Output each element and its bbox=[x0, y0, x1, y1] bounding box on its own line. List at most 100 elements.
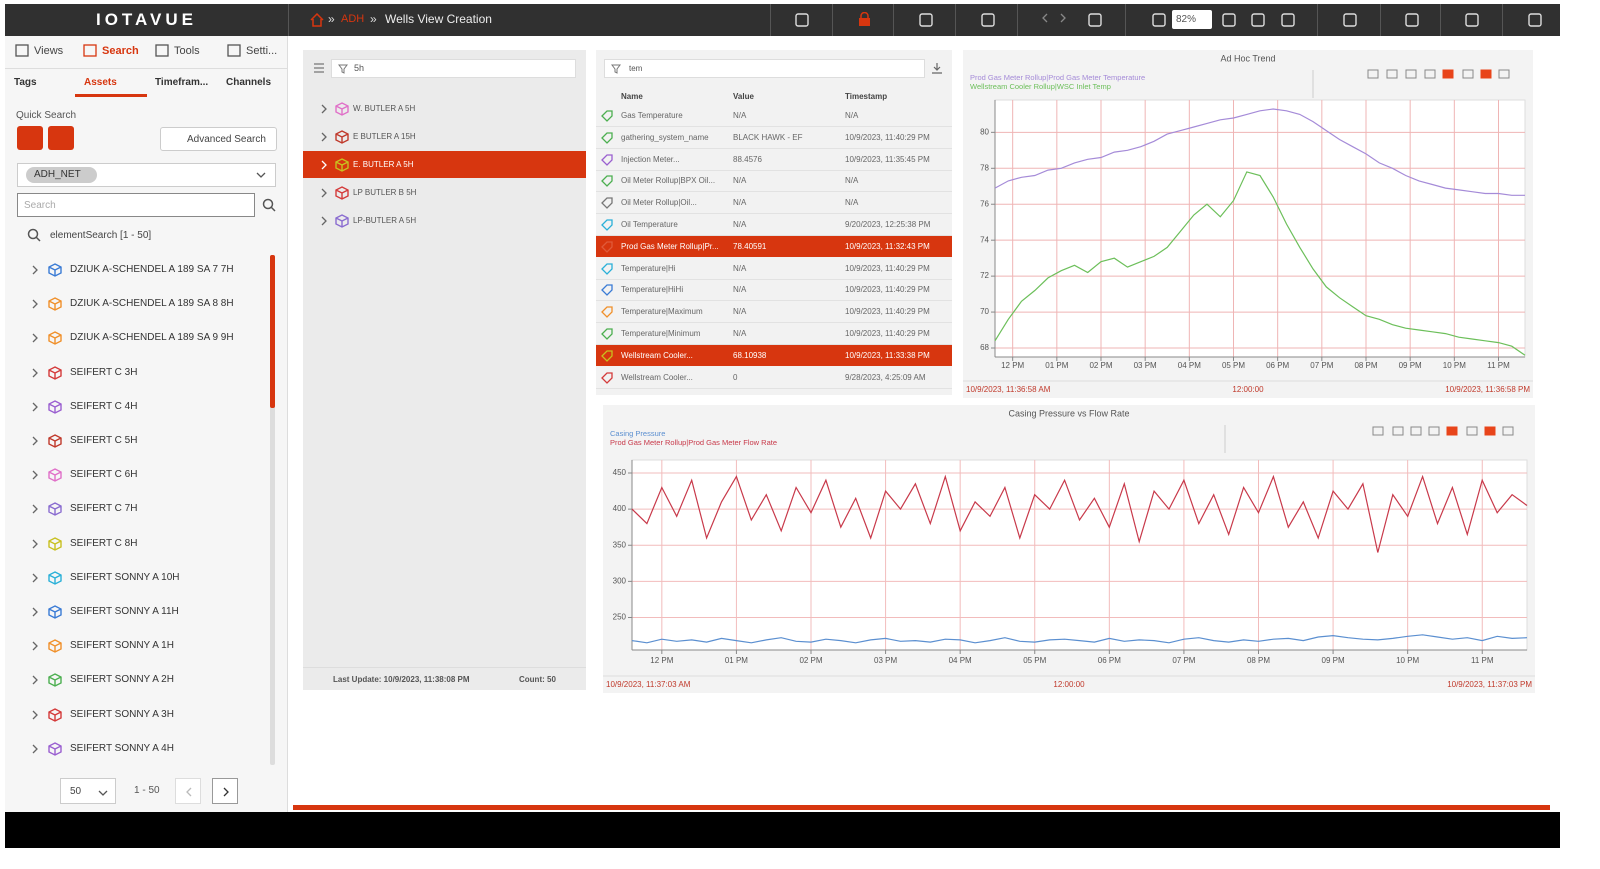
chart-tool-button[interactable] bbox=[1484, 426, 1496, 436]
chart-tool-button[interactable] bbox=[1392, 426, 1404, 436]
expand-chevron[interactable] bbox=[30, 504, 40, 514]
table-cell[interactable]: Gas Temperature bbox=[621, 111, 683, 120]
toolbar-button[interactable] bbox=[795, 13, 809, 27]
table-cell[interactable]: Temperature|Minimum bbox=[621, 329, 701, 338]
chart-tool-button[interactable] bbox=[1446, 426, 1458, 436]
quick-search-button[interactable] bbox=[48, 126, 74, 150]
tab[interactable]: Views bbox=[34, 45, 64, 57]
column-header[interactable]: Value bbox=[733, 92, 754, 101]
chart-tool-button[interactable] bbox=[1424, 69, 1436, 79]
toolbar-button[interactable] bbox=[981, 13, 995, 27]
toolbar-button[interactable] bbox=[1088, 13, 1102, 27]
asset-item[interactable]: LP BUTLER B 5H bbox=[353, 188, 417, 197]
asset-item[interactable]: SEIFERT C 3H bbox=[70, 366, 138, 378]
asset-item[interactable]: DZIUK A-SCHENDEL A 189 SA 9 9H bbox=[70, 332, 234, 344]
expand-chevron[interactable] bbox=[30, 470, 40, 480]
table-cell[interactable]: Temperature|Maximum bbox=[621, 307, 703, 317]
expand-chevron[interactable] bbox=[30, 744, 40, 754]
expand-chevron[interactable] bbox=[319, 132, 329, 142]
table-cell[interactable]: Oil Meter Rollup|Oil... bbox=[621, 198, 697, 208]
scrollbar-thumb[interactable] bbox=[270, 255, 275, 408]
breadcrumb[interactable]: ADH bbox=[341, 13, 365, 25]
table-cell[interactable]: Temperature|Hi bbox=[621, 263, 676, 273]
expand-chevron[interactable] bbox=[30, 333, 40, 343]
table-cell[interactable]: Oil Meter Rollup|BPX Oil... bbox=[621, 176, 716, 186]
chart-tool-button[interactable] bbox=[1462, 69, 1474, 79]
expand-chevron[interactable] bbox=[30, 539, 40, 549]
toolbar-button[interactable] bbox=[1281, 13, 1295, 27]
expand-chevron[interactable] bbox=[30, 675, 40, 685]
toolbar-button[interactable] bbox=[1343, 13, 1357, 27]
expand-chevron[interactable] bbox=[319, 216, 329, 226]
toolbar-button[interactable] bbox=[919, 13, 933, 27]
filter-input[interactable]: 5h bbox=[331, 59, 576, 78]
chart-tool-button[interactable] bbox=[1372, 426, 1384, 436]
chart-tool-button[interactable] bbox=[1480, 69, 1492, 79]
table-cell[interactable]: Prod Gas Meter Rollup|Pr... bbox=[621, 241, 719, 251]
expand-chevron[interactable] bbox=[30, 641, 40, 651]
table-cell[interactable]: Injection Meter... bbox=[621, 154, 680, 164]
advanced-search-button[interactable]: Advanced Search bbox=[160, 127, 277, 151]
quick-search-button[interactable] bbox=[17, 126, 43, 150]
table-cell[interactable]: Wellstream Cooler... bbox=[621, 372, 693, 382]
expand-chevron[interactable] bbox=[319, 188, 329, 198]
asset-item[interactable]: DZIUK A-SCHENDEL A 189 SA 7 7H bbox=[70, 264, 234, 275]
toolbar-button[interactable] bbox=[1465, 13, 1479, 27]
column-header[interactable]: Name bbox=[621, 92, 643, 101]
page-size-select[interactable]: 50 bbox=[60, 778, 116, 804]
chart-tool-button[interactable] bbox=[1367, 69, 1379, 79]
toolbar-button[interactable] bbox=[1152, 13, 1166, 27]
asset-item[interactable]: W. BUTLER A 5H bbox=[353, 104, 416, 113]
expand-chevron[interactable] bbox=[30, 573, 40, 583]
expand-chevron[interactable] bbox=[319, 104, 329, 114]
table-cell[interactable]: Temperature|HiHi bbox=[621, 285, 684, 295]
chart-tool-button[interactable] bbox=[1386, 69, 1398, 79]
chart-tool-button[interactable] bbox=[1466, 426, 1478, 436]
asset-item[interactable]: SEIFERT SONNY A 11H bbox=[70, 606, 179, 617]
chart-tool-button[interactable] bbox=[1502, 426, 1514, 436]
asset-item[interactable]: SEIFERT SONNY A 3H bbox=[70, 708, 174, 720]
lock-button[interactable] bbox=[857, 11, 872, 27]
dropdown[interactable]: ADH_NET bbox=[17, 163, 276, 187]
table-cell[interactable]: Wellstream Cooler... bbox=[621, 350, 693, 360]
asset-item[interactable]: SEIFERT C 6H bbox=[70, 469, 138, 481]
chart-tool-button[interactable] bbox=[1410, 426, 1422, 436]
download-button[interactable] bbox=[931, 62, 943, 74]
expand-chevron[interactable] bbox=[30, 402, 40, 412]
column-header[interactable]: Timestamp bbox=[845, 92, 888, 101]
tab[interactable]: Tools bbox=[174, 45, 200, 57]
asset-item[interactable]: SEIFERT SONNY A 4H bbox=[70, 742, 174, 754]
filter-input[interactable]: tem bbox=[604, 59, 925, 78]
tab[interactable]: Search bbox=[102, 45, 139, 57]
toolbar-button[interactable] bbox=[1528, 13, 1542, 27]
subtab[interactable]: Tags bbox=[14, 77, 37, 88]
expand-chevron[interactable] bbox=[30, 368, 40, 378]
asset-item[interactable]: SEIFERT C 5H bbox=[70, 435, 138, 446]
asset-item[interactable]: E. BUTLER A 5H bbox=[353, 160, 414, 169]
chart-tool-button[interactable] bbox=[1442, 69, 1454, 79]
expand-chevron[interactable] bbox=[30, 710, 40, 720]
toolbar-button[interactable] bbox=[1405, 13, 1419, 27]
asset-item[interactable]: SEIFERT C 8H bbox=[70, 537, 138, 549]
next-page-button[interactable] bbox=[212, 778, 238, 804]
tab[interactable]: Setti... bbox=[246, 45, 278, 57]
subtab[interactable]: Assets bbox=[84, 77, 117, 88]
expand-chevron[interactable] bbox=[319, 160, 329, 170]
asset-item[interactable]: E BUTLER A 15H bbox=[353, 132, 416, 141]
chart-tool-button[interactable] bbox=[1405, 69, 1417, 79]
chart-tool-button[interactable] bbox=[1498, 69, 1510, 79]
expand-chevron[interactable] bbox=[30, 265, 40, 275]
asset-item[interactable]: SEIFERT SONNY A 10H bbox=[70, 571, 180, 583]
expand-chevron[interactable] bbox=[30, 607, 40, 617]
asset-item[interactable]: SEIFERT SONNY A 1H bbox=[70, 640, 174, 652]
subtab[interactable]: Timefram... bbox=[155, 77, 209, 88]
asset-item[interactable]: DZIUK A-SCHENDEL A 189 SA 8 8H bbox=[70, 298, 234, 310]
prev-page-button[interactable] bbox=[175, 778, 201, 804]
toolbar-button[interactable] bbox=[1222, 13, 1236, 27]
expand-chevron[interactable] bbox=[30, 299, 40, 309]
expand-chevron[interactable] bbox=[30, 436, 40, 446]
asset-item[interactable]: SEIFERT SONNY A 2H bbox=[70, 674, 174, 686]
table-cell[interactable]: gathering_system_name bbox=[621, 132, 709, 142]
asset-item[interactable]: SEIFERT C 4H bbox=[70, 400, 138, 412]
asset-item[interactable]: LP-BUTLER A 5H bbox=[353, 216, 417, 225]
